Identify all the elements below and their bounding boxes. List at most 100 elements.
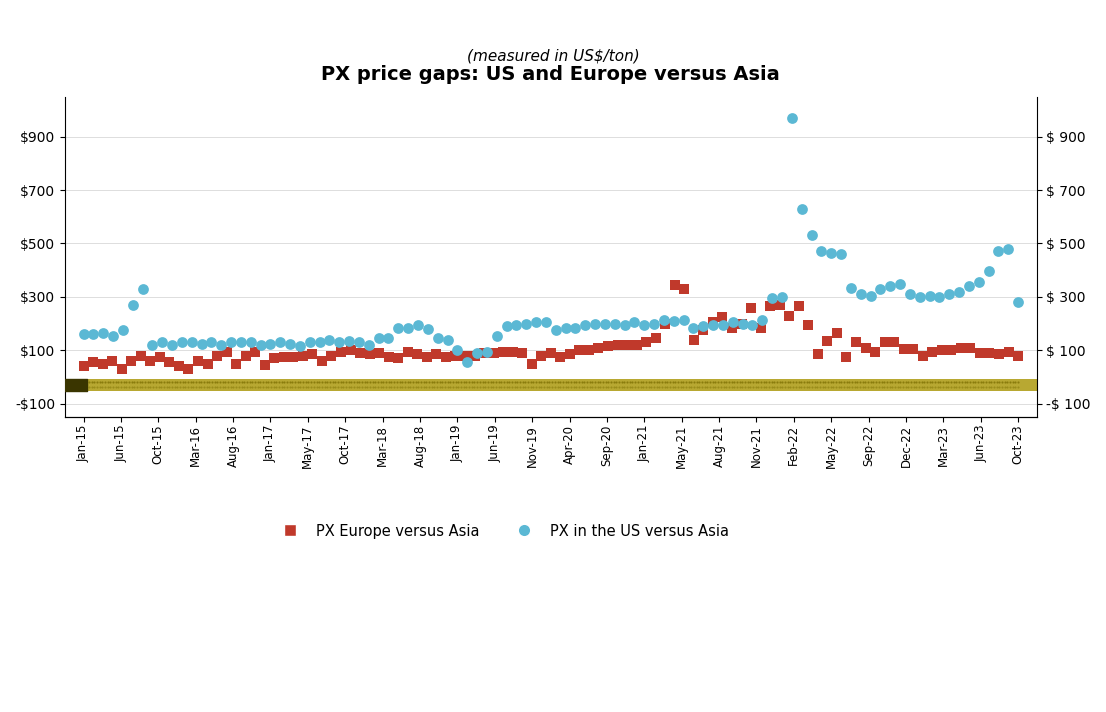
PX in the US versus Asia	[616, 319, 634, 330]
PX Europe versus Asia	[905, 343, 922, 355]
PX Europe versus Asia	[589, 342, 607, 353]
PX Europe versus Asia	[484, 347, 502, 359]
PX Europe versus Asia	[952, 342, 970, 353]
PX in the US versus Asia	[75, 328, 93, 340]
PX Europe versus Asia	[399, 346, 417, 357]
PX in the US versus Asia	[872, 283, 889, 295]
PX Europe versus Asia	[504, 346, 522, 357]
PX in the US versus Asia	[724, 317, 742, 328]
PX Europe versus Asia	[323, 350, 341, 361]
PX Europe versus Asia	[303, 349, 321, 360]
PX Europe versus Asia	[808, 349, 826, 360]
PX in the US versus Asia	[232, 337, 250, 348]
PX Europe versus Asia	[742, 302, 760, 313]
PX in the US versus Asia	[743, 319, 761, 330]
PX in the US versus Asia	[94, 328, 112, 339]
PX Europe versus Asia	[695, 325, 712, 336]
PX Europe versus Asia	[408, 349, 426, 360]
PX in the US versus Asia	[930, 291, 948, 303]
PX Europe versus Asia	[771, 299, 789, 310]
PX in the US versus Asia	[655, 314, 672, 325]
PX Europe versus Asia	[342, 345, 359, 356]
PX in the US versus Asia	[389, 322, 407, 333]
PX in the US versus Asia	[705, 319, 722, 330]
PX in the US versus Asia	[262, 338, 280, 350]
PX in the US versus Asia	[626, 317, 644, 328]
PX Europe versus Asia	[618, 339, 636, 350]
PX Europe versus Asia	[837, 351, 855, 362]
PX in the US versus Asia	[271, 337, 289, 348]
PX in the US versus Asia	[970, 276, 988, 288]
Legend: PX Europe versus Asia, PX in the US versus Asia: PX Europe versus Asia, PX in the US vers…	[270, 518, 734, 545]
PX Europe versus Asia	[857, 342, 875, 353]
PX Europe versus Asia	[160, 357, 178, 368]
PX Europe versus Asia	[332, 346, 349, 357]
PX in the US versus Asia	[242, 337, 260, 348]
PX Europe versus Asia	[379, 351, 397, 362]
PX in the US versus Asia	[369, 333, 387, 344]
PX Europe versus Asia	[352, 347, 369, 359]
PX in the US versus Asia	[596, 318, 614, 329]
PX in the US versus Asia	[104, 330, 122, 341]
PX in the US versus Asia	[783, 112, 801, 124]
PX Europe versus Asia	[676, 283, 693, 295]
PX Europe versus Asia	[361, 349, 378, 360]
PX Europe versus Asia	[542, 347, 560, 359]
PX in the US versus Asia	[321, 334, 338, 345]
PX in the US versus Asia	[911, 291, 929, 303]
PX Europe versus Asia	[208, 350, 226, 361]
PX in the US versus Asia	[538, 317, 555, 328]
PX in the US versus Asia	[173, 337, 190, 348]
PX Europe versus Asia	[818, 335, 836, 347]
PX Europe versus Asia	[656, 318, 674, 329]
PX in the US versus Asia	[823, 247, 841, 258]
PX in the US versus Asia	[192, 338, 210, 350]
PX in the US versus Asia	[84, 328, 102, 340]
PX Europe versus Asia	[142, 355, 159, 367]
PX Europe versus Asia	[866, 346, 884, 357]
PX Europe versus Asia	[94, 358, 112, 370]
PX Europe versus Asia	[713, 311, 731, 323]
PX Europe versus Asia	[666, 279, 684, 290]
PX Europe versus Asia	[132, 350, 149, 361]
PX Europe versus Asia	[571, 345, 588, 356]
PX Europe versus Asia	[723, 322, 741, 333]
PX in the US versus Asia	[832, 248, 849, 260]
PX in the US versus Asia	[202, 337, 220, 348]
PX in the US versus Asia	[645, 318, 662, 329]
PX in the US versus Asia	[449, 345, 467, 356]
PX in the US versus Asia	[1010, 296, 1027, 308]
PX in the US versus Asia	[685, 322, 702, 333]
PX Europe versus Asia	[170, 360, 188, 372]
PX in the US versus Asia	[901, 288, 919, 300]
PX Europe versus Asia	[456, 350, 473, 361]
PX in the US versus Asia	[301, 337, 319, 348]
PX Europe versus Asia	[294, 350, 312, 361]
PX in the US versus Asia	[281, 338, 299, 350]
PX Europe versus Asia	[227, 358, 244, 370]
PX in the US versus Asia	[636, 319, 654, 330]
PX Europe versus Asia	[123, 355, 140, 367]
PX Europe versus Asia	[532, 350, 550, 361]
PX Europe versus Asia	[523, 358, 541, 370]
PX in the US versus Asia	[675, 314, 692, 325]
PX in the US versus Asia	[940, 288, 958, 300]
PX in the US versus Asia	[881, 281, 899, 292]
PX in the US versus Asia	[409, 319, 427, 330]
PX in the US versus Asia	[793, 203, 811, 214]
PX Europe versus Asia	[418, 351, 436, 362]
PX in the US versus Asia	[429, 333, 447, 344]
PX Europe versus Asia	[685, 334, 702, 345]
PX Europe versus Asia	[389, 352, 407, 364]
PX in the US versus Asia	[124, 299, 142, 310]
PX in the US versus Asia	[222, 337, 240, 348]
PX Europe versus Asia	[84, 357, 102, 368]
PX Europe versus Asia	[599, 340, 617, 352]
PX in the US versus Asia	[695, 320, 712, 332]
PX in the US versus Asia	[842, 282, 859, 293]
PX Europe versus Asia	[647, 333, 665, 344]
PX in the US versus Asia	[586, 318, 604, 329]
PX in the US versus Asia	[291, 340, 309, 352]
PX Europe versus Asia	[847, 337, 865, 348]
PX in the US versus Asia	[960, 281, 978, 292]
